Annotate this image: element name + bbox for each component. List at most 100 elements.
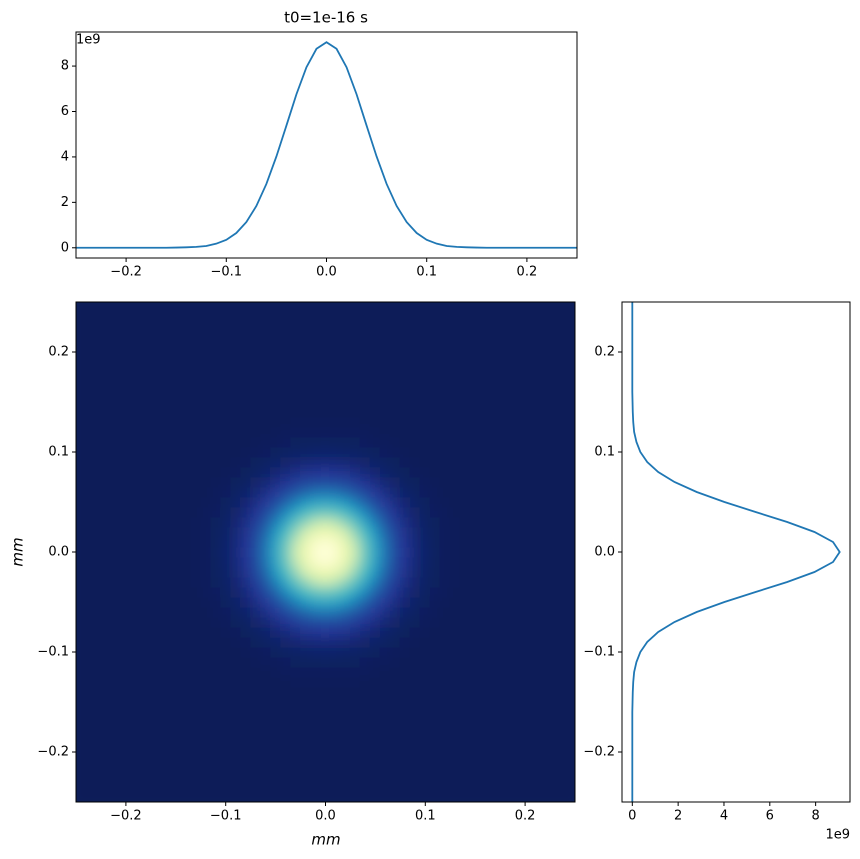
heatmap-cell [469,626,481,638]
heatmap-cell [230,456,242,468]
heatmap-cell [150,616,162,628]
heatmap-cell [200,536,212,548]
heatmap-cell [240,746,252,758]
heatmap-cell [429,516,441,528]
y-tick-label: 4 [61,149,69,164]
heatmap-cell [320,556,331,568]
heatmap-cell [459,316,471,328]
heatmap-cell [140,306,152,318]
heatmap-cell [110,796,122,802]
heatmap-cell [310,346,322,358]
heatmap-cell [499,606,511,618]
heatmap-cell [320,616,331,628]
heatmap-cell [140,686,152,698]
heatmap-cell [399,526,411,538]
heatmap-cell [270,396,282,408]
heatmap-cell [210,302,222,308]
heatmap-cell [439,546,451,558]
heatmap-cell [509,776,521,788]
heatmap-cell [210,466,222,478]
heatmap-cell [469,426,481,438]
heatmap-cell [300,506,312,518]
heatmap-cell [170,746,182,758]
heatmap-cell [220,376,232,388]
heatmap-cell [120,366,132,378]
heatmap-cell [270,736,282,748]
heatmap-cell [369,526,381,538]
heatmap-cell [479,766,491,778]
heatmap-cell [140,436,152,448]
heatmap-cell [559,616,571,628]
heatmap-cell [190,486,202,498]
heatmap-cell [280,756,292,768]
heatmap-cell [100,726,112,738]
heatmap-cell [240,306,252,318]
heatmap-cell [270,306,282,318]
heatmap-cell [200,776,212,788]
heatmap-cell [90,306,102,318]
heatmap-cell [409,586,421,598]
heatmap-cell [260,676,272,688]
heatmap-cell [519,366,531,378]
heatmap-cell [359,626,371,638]
heatmap-cell [379,676,391,688]
heatmap-cell [329,356,341,368]
heatmap-cell [379,526,391,538]
heatmap-cell [429,356,441,368]
heatmap-cell [90,686,102,698]
heatmap-cell [429,566,441,578]
heatmap-cell [190,746,202,758]
heatmap-cell [549,416,561,428]
heatmap-cell [379,516,391,528]
heatmap-cell [419,576,431,588]
heatmap-cell [260,626,272,638]
heatmap-cell [409,676,421,688]
heatmap-cell [130,416,142,428]
heatmap-cell [300,336,312,348]
heatmap-cell [429,786,441,798]
heatmap-cell [519,416,531,428]
heatmap-cell [549,396,561,408]
heatmap-cell [419,376,431,388]
heatmap-cell [369,606,381,618]
heatmap-cell [100,696,112,708]
heatmap-cell [160,736,172,748]
heatmap-cell [160,666,172,678]
heatmap-cell [240,302,252,308]
heatmap-cell [339,306,351,318]
heatmap-cell [369,596,381,608]
heatmap-cell [489,406,501,418]
axes-frame [75,301,576,803]
heatmap-cell [329,546,341,558]
heatmap-cell [250,576,262,588]
heatmap-cell [90,556,102,568]
heatmap-cell [439,796,451,802]
heatmap-cell [170,476,182,488]
heatmap-cell [80,586,92,598]
heatmap-cell [300,686,312,698]
heatmap-cell [150,346,162,358]
heatmap-cell [150,646,162,658]
heatmap-cell [150,526,162,538]
heatmap-cell [519,726,531,738]
heatmap-cell [210,346,222,358]
heatmap-cell [419,336,431,348]
heatmap-cell [469,416,481,428]
heatmap-cell [549,746,561,758]
heatmap-cell [250,486,262,498]
heatmap-cell [429,616,441,628]
heatmap-cell [120,556,132,568]
heatmap-cell [250,416,262,428]
heatmap-cell [489,756,501,768]
heatmap-cell [90,496,102,508]
heatmap-cell [320,576,331,588]
heatmap-cell [359,656,371,668]
heatmap-cell [220,716,232,728]
heatmap-cell [230,516,242,528]
heatmap-cell [320,446,331,458]
heatmap-cell [290,776,302,788]
heatmap-cell [230,396,242,408]
heatmap-cell [310,716,322,728]
heatmap-cell [150,746,162,758]
heatmap-cell [329,436,341,448]
